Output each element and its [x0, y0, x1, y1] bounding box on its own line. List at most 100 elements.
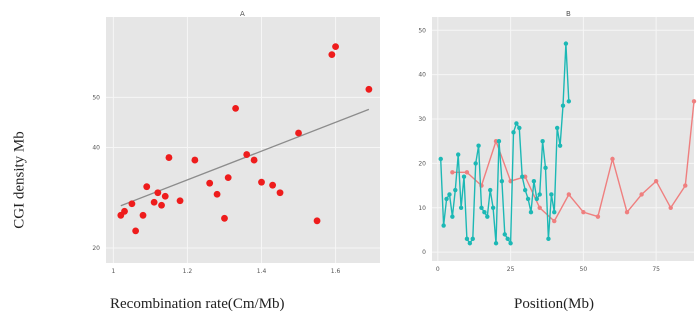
panel-b-series-1-point-12 — [473, 161, 478, 166]
panel-b-x-tick-label-3: 75 — [652, 266, 660, 273]
panel-b-y-tick-label-2: 20 — [418, 160, 426, 167]
panel-a-point-1 — [121, 207, 128, 215]
panel-b-series-1-point-36 — [543, 165, 548, 171]
panel-a-y-tick-label-2: 50 — [92, 94, 100, 101]
panel-a-x-tick-label-1: 1.2 — [183, 268, 193, 275]
panel-a-point-3 — [132, 227, 140, 235]
panel-a-point-18 — [243, 151, 251, 158]
panel-a-point-22 — [276, 189, 284, 197]
panel-a-title: A — [240, 10, 245, 18]
panel-b-series-1-point-42 — [560, 103, 566, 108]
panel-a-point-19 — [250, 156, 258, 164]
panel-b-series-1-point-38 — [549, 192, 554, 197]
panel-a-point-16 — [224, 174, 232, 182]
panel-a-point-15 — [221, 214, 228, 222]
panel-b-series-1-point-43 — [563, 41, 569, 46]
panel-b-series-1-point-22 — [502, 232, 507, 237]
panel-b-series-1-point-6 — [456, 152, 461, 157]
panel-a-point-10 — [165, 154, 173, 161]
panel-b-series-0-point-0 — [450, 170, 455, 175]
panel-b-x-tick-label-0: 0 — [436, 266, 440, 273]
panel-a-x-axis-label: Recombination rate(Cm/Mb) — [110, 296, 285, 312]
panel-b-series-1-point-40 — [554, 125, 560, 131]
panel-b-series-0-point-13 — [639, 192, 644, 197]
panel-b-series-1-point-19 — [493, 241, 499, 246]
panel-a-x-tick-label-2: 1.4 — [257, 268, 267, 275]
panel-b-y-tick-label-0: 0 — [422, 249, 426, 256]
panel-a-point-12 — [191, 156, 199, 164]
panel-b-series-0-line — [452, 101, 695, 223]
panel-b-series-1-point-41 — [557, 143, 563, 148]
panel-b-series-1-point-39 — [552, 210, 557, 215]
panel-b-series-0-point-9 — [581, 210, 586, 215]
panel-b-series-0-point-1 — [464, 170, 470, 175]
panel-a-point-21 — [269, 181, 277, 189]
panel-a-y-tick-label-1: 40 — [92, 145, 100, 152]
panel-b-series-1-point-24 — [508, 241, 513, 246]
panel-b-series-0-point-14 — [653, 178, 659, 184]
panel-a-point-8 — [158, 201, 165, 209]
panel-b-title: B — [566, 10, 571, 18]
panel-b-series-1-point-31 — [528, 210, 534, 215]
panel-b-series-1-point-0 — [438, 156, 443, 162]
panel-b-series-0-point-17 — [691, 99, 697, 104]
panel-b-series-1-point-23 — [505, 236, 510, 242]
panel-b-series-0-point-16 — [683, 183, 688, 188]
panel-a-point-23 — [295, 129, 302, 137]
panel-a-point-7 — [154, 189, 162, 197]
panel-b-series-1-point-3 — [447, 192, 452, 197]
panel-b-series-0-point-6 — [537, 205, 542, 210]
panel-b-series-0-point-7 — [552, 218, 557, 224]
panel-b-series-1-point-26 — [514, 121, 519, 126]
panel-b-series-0-point-8 — [566, 192, 572, 197]
panel-b-series-1-point-27 — [517, 125, 522, 131]
panel-b-series-1-point-15 — [482, 210, 487, 215]
panel-a-point-27 — [365, 85, 373, 93]
panel-b-series-1-point-16 — [485, 214, 490, 219]
panel-b-x-tick-label-1: 25 — [507, 266, 515, 273]
panel-a-point-20 — [258, 178, 265, 186]
panel-a-plot-background — [106, 17, 380, 263]
panel-b-series-1-point-25 — [511, 130, 516, 135]
panel-b-plot-background — [432, 17, 694, 261]
panel-b-y-tick-label-5: 50 — [418, 27, 426, 34]
panel-a-point-17 — [232, 104, 239, 112]
panel-a-point-4 — [139, 211, 147, 219]
panel-a-point-13 — [206, 179, 214, 187]
panel-a-point-14 — [213, 190, 221, 198]
panel-b-series-1-point-32 — [531, 178, 537, 184]
panel-b-series-0-point-12 — [624, 210, 630, 215]
panel-b-series-1-point-35 — [540, 139, 545, 144]
panel-a-x-tick-label-0: 1 — [111, 268, 115, 275]
panel-b-series-0-point-10 — [595, 214, 601, 219]
panel-b-series-1-point-30 — [525, 196, 531, 202]
panel-b-series-1-point-14 — [479, 205, 484, 210]
panel-b-series-1-point-29 — [522, 187, 528, 193]
panel-b-y-tick-label-1: 10 — [418, 205, 426, 212]
panel-b-series-1-point-17 — [488, 187, 493, 193]
panel-b-series-1-point-34 — [537, 192, 542, 197]
panel-b-series-1-point-21 — [499, 178, 505, 184]
panel-b-series-1-point-8 — [461, 174, 467, 179]
panel-b-y-tick-label-3: 30 — [418, 116, 426, 123]
panel-b-x-axis-label: Position(Mb) — [514, 296, 595, 312]
panel-b-x-tick-label-2: 50 — [580, 266, 588, 273]
panel-a-point-11 — [176, 197, 184, 205]
panel-b-series-1-point-18 — [490, 205, 496, 210]
panel-b-series-1-point-4 — [450, 214, 455, 219]
panel-b-series-1-point-11 — [470, 236, 475, 242]
panel-b-series-1-point-5 — [453, 187, 458, 193]
panel-a-trend-line — [120, 108, 370, 207]
panel-b-series-1-point-28 — [520, 174, 525, 179]
panel-b-series-1-point-1 — [441, 223, 446, 228]
panel-b-series-1-point-9 — [464, 236, 470, 242]
panel-b-series-0-point-15 — [668, 205, 673, 210]
panel-b-series-1-point-2 — [444, 196, 449, 202]
panel-a-point-26 — [332, 43, 339, 51]
panel-a-point-6 — [150, 198, 158, 206]
panel-b-series-1-point-10 — [467, 241, 473, 246]
panel-a-point-24 — [313, 217, 321, 225]
panel-a-point-2 — [128, 200, 136, 208]
panel-b-series-1-point-44 — [566, 99, 572, 104]
